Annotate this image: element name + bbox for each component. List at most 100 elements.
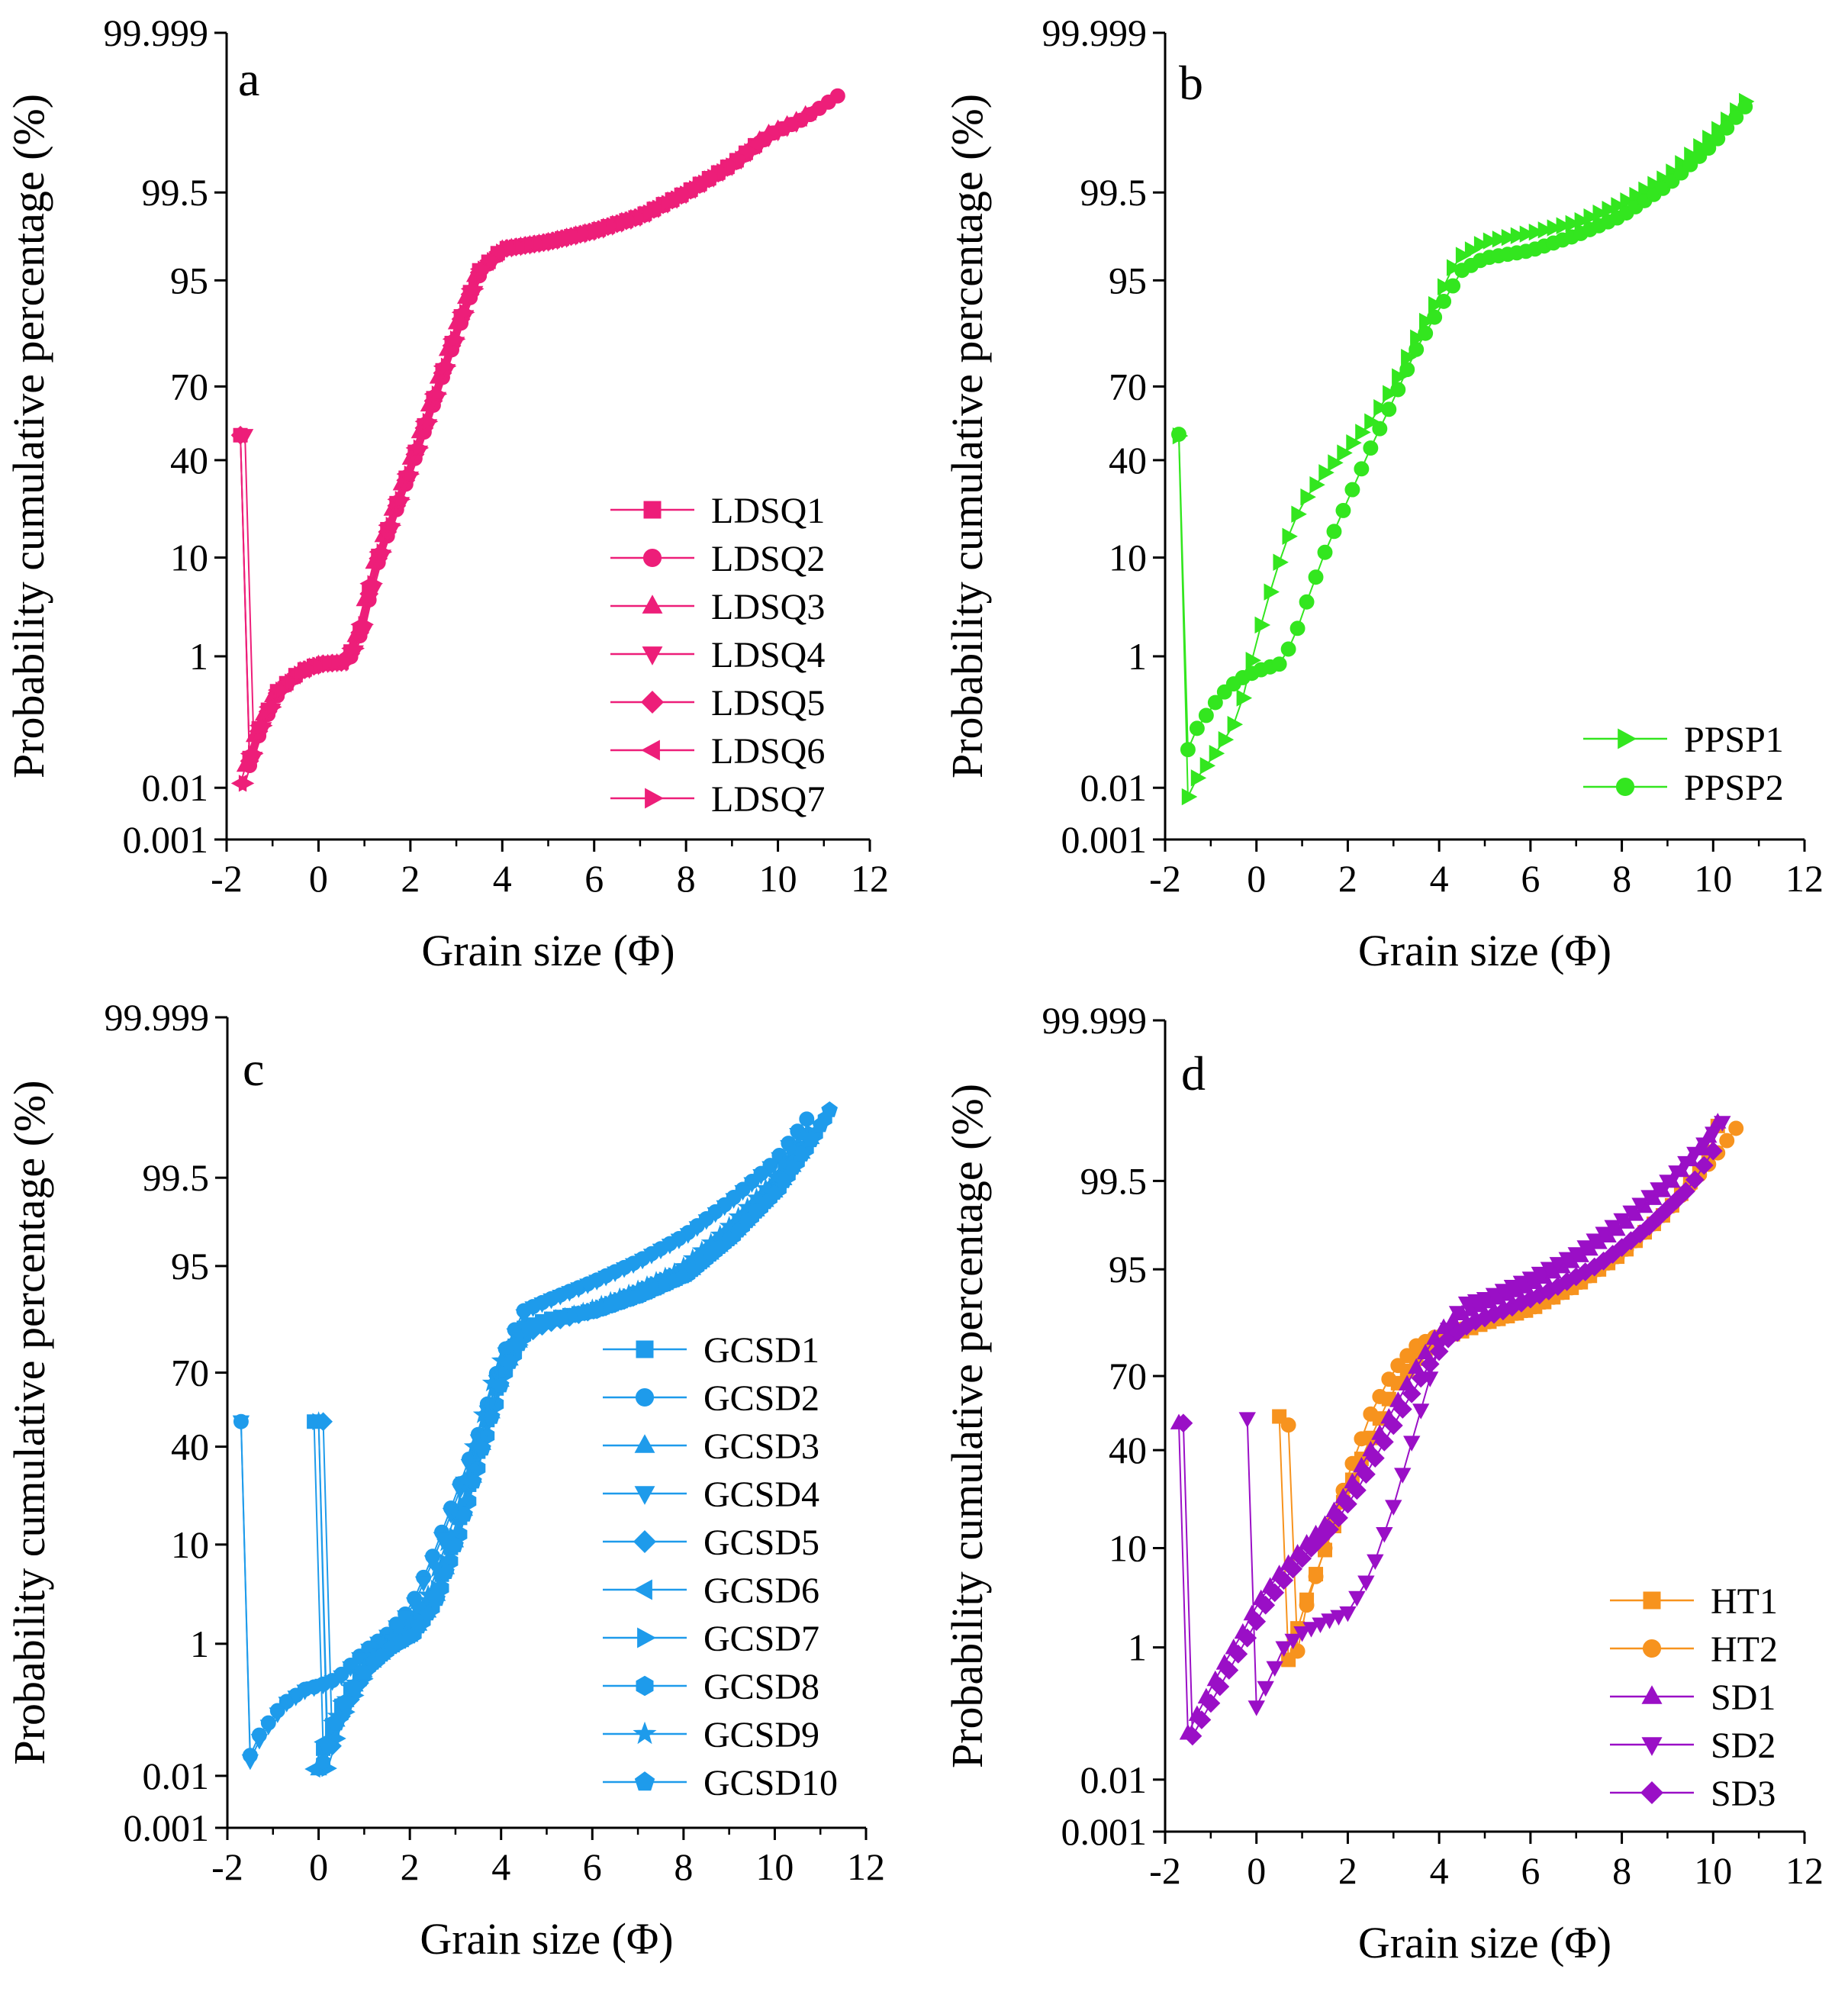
data-point bbox=[1363, 1406, 1379, 1422]
data-point bbox=[259, 1719, 278, 1735]
data-point bbox=[312, 656, 328, 674]
data-point bbox=[728, 1206, 749, 1226]
data-point bbox=[588, 1275, 606, 1291]
data-point bbox=[1308, 1568, 1324, 1584]
data-point bbox=[745, 135, 761, 153]
x-tick-label: 2 bbox=[1338, 1849, 1357, 1892]
y-tick-label: 0.01 bbox=[143, 1755, 210, 1797]
y-tick-label: 40 bbox=[171, 1426, 209, 1468]
data-point bbox=[766, 1184, 784, 1200]
data-point bbox=[1485, 1287, 1503, 1304]
data-point bbox=[1519, 225, 1536, 243]
x-tick-label: 10 bbox=[1694, 857, 1732, 900]
legend-entry: HT1 bbox=[1610, 1581, 1778, 1622]
data-point bbox=[743, 1177, 761, 1193]
legend-marker bbox=[1642, 1639, 1662, 1658]
data-point bbox=[1280, 1417, 1296, 1433]
legend-marker bbox=[636, 1340, 654, 1358]
data-point bbox=[829, 88, 845, 104]
panel-label: c bbox=[243, 1042, 264, 1096]
data-point bbox=[726, 157, 742, 175]
y-tick-label: 40 bbox=[1109, 1429, 1147, 1471]
y-tick-label: 99.999 bbox=[105, 996, 210, 1039]
legend-entry: GCSD2 bbox=[603, 1378, 819, 1419]
x-tick-label: -2 bbox=[211, 1845, 243, 1888]
y-tick-label: 10 bbox=[171, 1523, 209, 1566]
data-point bbox=[755, 127, 771, 146]
panel-label: d bbox=[1181, 1046, 1206, 1101]
data-point bbox=[716, 163, 732, 181]
data-point bbox=[1183, 1726, 1202, 1746]
legend-marker bbox=[1615, 777, 1635, 797]
data-point bbox=[248, 745, 264, 762]
data-point bbox=[1254, 616, 1271, 634]
data-point bbox=[542, 1293, 560, 1310]
data-point bbox=[707, 1207, 724, 1223]
legend-label: GCSD7 bbox=[703, 1619, 819, 1659]
data-point bbox=[1190, 769, 1207, 787]
data-point bbox=[561, 1286, 578, 1302]
x-axis-title: Grain size (Φ) bbox=[1358, 1918, 1611, 1967]
legend-entry: GCSD10 bbox=[603, 1763, 838, 1803]
data-point bbox=[1281, 1652, 1296, 1668]
data-point bbox=[642, 204, 659, 222]
data-point bbox=[1728, 1120, 1744, 1136]
data-point bbox=[688, 1221, 706, 1237]
data-point bbox=[652, 199, 668, 218]
data-point bbox=[1668, 1165, 1685, 1181]
x-tick-label: 0 bbox=[309, 857, 328, 900]
data-point bbox=[821, 1101, 838, 1117]
y-tick-label: 0.001 bbox=[1061, 818, 1148, 861]
data-point bbox=[1354, 461, 1370, 477]
data-point bbox=[597, 220, 613, 238]
data-point bbox=[1622, 1205, 1640, 1222]
legend-label: LDSQ2 bbox=[711, 539, 825, 579]
data-point bbox=[409, 1598, 430, 1617]
data-point bbox=[755, 1178, 776, 1197]
data-point bbox=[1171, 427, 1186, 442]
data-point bbox=[1328, 454, 1344, 472]
y-tick-label: 99.5 bbox=[142, 171, 209, 214]
legend-label: LDSQ7 bbox=[711, 779, 825, 820]
legend-marker bbox=[633, 1721, 657, 1745]
data-point bbox=[1455, 247, 1472, 264]
y-tick-label: 40 bbox=[170, 439, 208, 482]
series-sd2 bbox=[1238, 1116, 1731, 1716]
data-point bbox=[465, 1472, 482, 1489]
data-point bbox=[324, 1675, 341, 1691]
data-point bbox=[394, 491, 411, 508]
y-tick-label: 95 bbox=[170, 259, 208, 301]
data-point bbox=[1445, 278, 1461, 294]
data-point bbox=[1293, 1626, 1311, 1642]
data-point bbox=[1282, 527, 1298, 546]
data-point bbox=[1402, 1384, 1421, 1403]
data-point bbox=[1549, 1257, 1566, 1273]
data-point bbox=[1335, 502, 1351, 518]
data-point bbox=[413, 439, 430, 457]
data-point bbox=[1492, 230, 1508, 248]
data-point bbox=[1346, 434, 1362, 452]
data-point bbox=[1356, 1465, 1376, 1484]
data-point bbox=[1737, 98, 1753, 114]
data-point bbox=[478, 260, 494, 278]
data-point bbox=[1540, 1262, 1558, 1278]
y-axis-title: Probability cumulative percentage (%) bbox=[4, 94, 53, 778]
legend-label: LDSQ6 bbox=[711, 731, 825, 772]
legend-marker bbox=[633, 1579, 652, 1600]
data-point bbox=[1476, 1292, 1494, 1308]
data-point bbox=[1321, 1613, 1338, 1629]
y-tick-label: 70 bbox=[1109, 1355, 1147, 1397]
legend-label: SD2 bbox=[1711, 1726, 1776, 1766]
data-point bbox=[1385, 1500, 1402, 1516]
data-point bbox=[633, 1253, 652, 1270]
data-point bbox=[661, 195, 678, 212]
data-point bbox=[1273, 553, 1289, 571]
data-point bbox=[652, 1243, 670, 1260]
y-axis-title: Probability cumulative percentage (%) bbox=[942, 94, 992, 778]
data-point bbox=[735, 150, 751, 168]
data-point bbox=[1320, 1519, 1339, 1539]
series-line bbox=[1278, 1126, 1719, 1661]
data-point bbox=[1436, 293, 1452, 309]
data-point bbox=[1326, 524, 1342, 540]
data-point bbox=[346, 1678, 364, 1695]
